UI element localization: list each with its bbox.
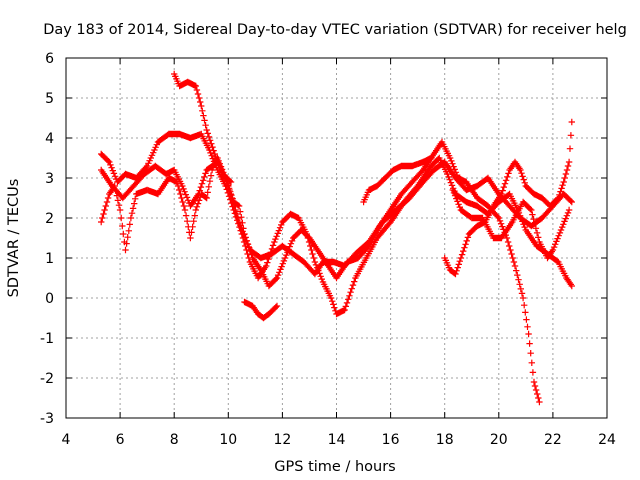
chart-title: Day 183 of 2014, Sidereal Day-to-day VTE…: [43, 22, 627, 38]
y-tick-label: 1: [45, 251, 54, 267]
y-tick-label: 6: [45, 51, 54, 67]
x-axis-label: GPS time / hours: [274, 459, 395, 475]
series-track-e: [241, 298, 281, 322]
series-markers: [171, 70, 235, 186]
series-markers: [449, 186, 573, 262]
grid: [66, 58, 607, 418]
series-track-g: [441, 118, 575, 278]
series-track-c: [98, 138, 543, 406]
series-track-h: [449, 186, 573, 262]
x-tick-label: 24: [598, 432, 616, 448]
x-tick-label: 22: [544, 432, 562, 448]
series-markers: [360, 154, 435, 206]
x-tick-label: 12: [273, 432, 291, 448]
series-markers: [98, 138, 543, 406]
series-markers: [98, 158, 575, 278]
series-markers: [241, 298, 281, 322]
x-tick-label: 4: [62, 432, 71, 448]
x-tick-label: 8: [170, 432, 179, 448]
series-markers: [441, 118, 575, 278]
y-tick-label: 5: [45, 91, 54, 107]
x-tick-label: 10: [219, 432, 237, 448]
series-track-d: [171, 70, 235, 186]
y-tick-label: 0: [45, 291, 54, 307]
x-tick-label: 14: [328, 432, 346, 448]
data-series: [98, 70, 575, 406]
series-track-f: [360, 154, 435, 206]
y-tick-label: 2: [45, 211, 54, 227]
x-tick-label: 18: [436, 432, 454, 448]
y-tick-label: -3: [40, 411, 54, 427]
x-tick-label: 20: [490, 432, 508, 448]
y-tick-label: -2: [40, 371, 54, 387]
y-tick-label: 3: [45, 171, 54, 187]
series-track-b: [98, 158, 575, 278]
x-tick-label: 6: [116, 432, 125, 448]
y-tick-label: -1: [40, 331, 54, 347]
y-tick-label: 4: [45, 131, 54, 147]
x-tick-label: 16: [382, 432, 400, 448]
y-axis-label: SDTVAR / TECUs: [6, 179, 22, 298]
